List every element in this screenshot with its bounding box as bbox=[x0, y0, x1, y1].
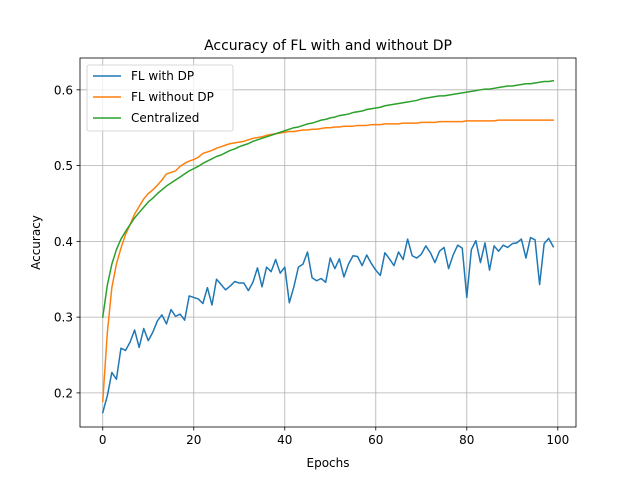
series-line-fl-with-dp bbox=[101, 236, 555, 414]
x-tick-label: 0 bbox=[99, 433, 107, 447]
x-tick-label: 20 bbox=[186, 433, 201, 447]
y-tick-label: 0.4 bbox=[54, 235, 73, 249]
y-axis-title: Accuracy bbox=[29, 215, 43, 270]
legend-label-fl-with-dp: FL with DP bbox=[131, 69, 194, 83]
x-tick-label: 40 bbox=[277, 433, 292, 447]
series-line-centralized bbox=[101, 79, 555, 318]
series-lines bbox=[101, 79, 555, 414]
axis-ticks: 0 20 40 60 80 100 0.2 0.3 0.4 0.5 0.6 bbox=[54, 83, 569, 447]
y-tick-label: 0.5 bbox=[54, 159, 73, 173]
y-tick-label: 0.2 bbox=[54, 386, 73, 400]
x-tick-label: 80 bbox=[459, 433, 474, 447]
chart-title: Accuracy of FL with and without DP bbox=[204, 38, 452, 54]
legend-label-fl-without-dp: FL without DP bbox=[131, 90, 214, 104]
series-line-fl-without-dp bbox=[101, 119, 554, 403]
plot-frame bbox=[79, 57, 577, 428]
x-tick-label: 100 bbox=[546, 433, 569, 447]
x-tick-label: 60 bbox=[368, 433, 383, 447]
x-axis-title: Epochs bbox=[307, 456, 350, 470]
legend: FL with DP FL without DP Centralized bbox=[86, 64, 234, 132]
y-tick-label: 0.3 bbox=[54, 311, 73, 325]
legend-box bbox=[86, 64, 234, 132]
legend-label-centralized: Centralized bbox=[131, 111, 199, 125]
y-tick-label: 0.6 bbox=[54, 83, 73, 97]
